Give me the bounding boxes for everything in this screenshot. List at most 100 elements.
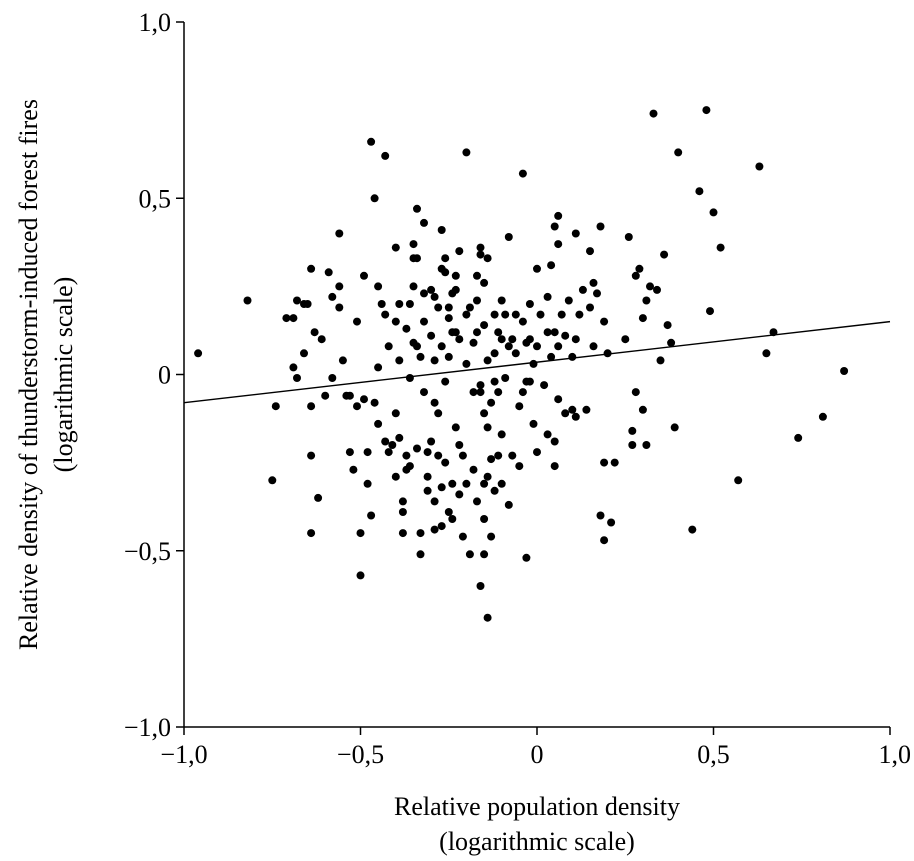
data-point	[497, 296, 506, 305]
data-point	[423, 448, 432, 457]
data-point	[317, 335, 326, 344]
data-point	[437, 342, 446, 351]
data-point	[480, 321, 489, 330]
data-point	[515, 402, 524, 411]
data-point	[405, 300, 414, 308]
data-point	[441, 458, 450, 467]
data-point	[547, 352, 556, 361]
data-point	[494, 388, 503, 397]
data-point	[465, 550, 474, 559]
data-point	[367, 137, 376, 146]
data-point	[465, 303, 474, 312]
data-point	[307, 451, 316, 460]
data-point	[670, 423, 679, 432]
data-point	[444, 352, 453, 361]
data-point	[568, 352, 577, 361]
data-point	[483, 613, 492, 622]
data-point	[434, 303, 443, 312]
data-point	[554, 211, 563, 220]
data-point	[416, 352, 425, 361]
data-point	[547, 261, 556, 270]
data-point	[642, 296, 651, 305]
data-point	[497, 479, 506, 488]
y-axis-title: Relative density of thunderstorm-induced…	[14, 99, 43, 650]
data-point	[289, 314, 298, 323]
data-point	[533, 264, 541, 273]
data-point	[515, 462, 524, 471]
data-point	[307, 529, 316, 538]
data-point	[293, 374, 301, 382]
data-point	[367, 511, 376, 520]
data-point	[476, 388, 485, 397]
data-point	[430, 356, 439, 365]
data-point	[349, 465, 358, 474]
data-point	[642, 441, 651, 449]
data-point	[427, 331, 436, 340]
data-point	[610, 458, 619, 467]
data-point	[497, 335, 506, 344]
data-point	[501, 310, 510, 319]
data-point	[469, 388, 478, 397]
data-point	[335, 282, 344, 291]
data-point	[571, 335, 580, 344]
data-point	[395, 356, 404, 365]
data-point	[476, 381, 485, 390]
data-point	[480, 278, 489, 287]
data-point	[628, 426, 637, 435]
y-tick-label: −0,5	[124, 537, 171, 566]
data-point	[381, 310, 390, 319]
data-point	[543, 430, 552, 439]
data-point	[554, 342, 563, 351]
data-point	[282, 314, 291, 323]
data-point	[480, 409, 489, 418]
x-tick-label: −1,0	[160, 740, 207, 769]
data-point	[480, 515, 489, 523]
data-point	[504, 500, 513, 509]
data-point	[374, 419, 383, 428]
data-point	[476, 582, 485, 590]
data-point	[525, 300, 534, 308]
data-point	[398, 529, 407, 538]
data-point	[554, 395, 563, 404]
x-axis-title: Relative population density	[394, 792, 680, 821]
data-point	[451, 271, 460, 280]
data-point	[448, 515, 457, 523]
data-point	[391, 409, 400, 418]
data-point	[455, 490, 464, 499]
data-point	[600, 536, 609, 545]
data-point	[734, 476, 743, 485]
data-point	[656, 356, 665, 365]
data-point	[416, 529, 425, 538]
data-point	[794, 433, 803, 442]
data-point	[624, 233, 633, 241]
data-point	[307, 264, 316, 273]
data-point	[663, 321, 672, 330]
y-tick-label: 0	[158, 361, 171, 390]
data-point	[381, 437, 390, 446]
data-point	[476, 250, 485, 259]
data-point	[716, 243, 725, 252]
data-point	[490, 310, 499, 319]
data-point	[593, 289, 601, 298]
data-point	[564, 296, 573, 305]
data-point	[430, 398, 439, 407]
data-point	[561, 331, 570, 340]
data-point	[321, 391, 330, 400]
data-points	[194, 106, 849, 622]
data-point	[437, 226, 446, 234]
data-point	[356, 571, 365, 580]
data-point	[653, 285, 661, 294]
data-point	[402, 324, 411, 333]
data-point	[568, 405, 577, 414]
y-axis-subtitle: (logarithmic scale)	[49, 277, 78, 473]
data-point	[398, 508, 407, 516]
data-point	[363, 479, 372, 488]
data-point	[649, 109, 658, 118]
data-point	[363, 448, 372, 457]
x-tick-label: 0	[531, 740, 544, 769]
data-point	[307, 402, 316, 411]
data-point	[409, 240, 418, 249]
data-point	[328, 292, 337, 301]
data-point	[533, 342, 541, 351]
